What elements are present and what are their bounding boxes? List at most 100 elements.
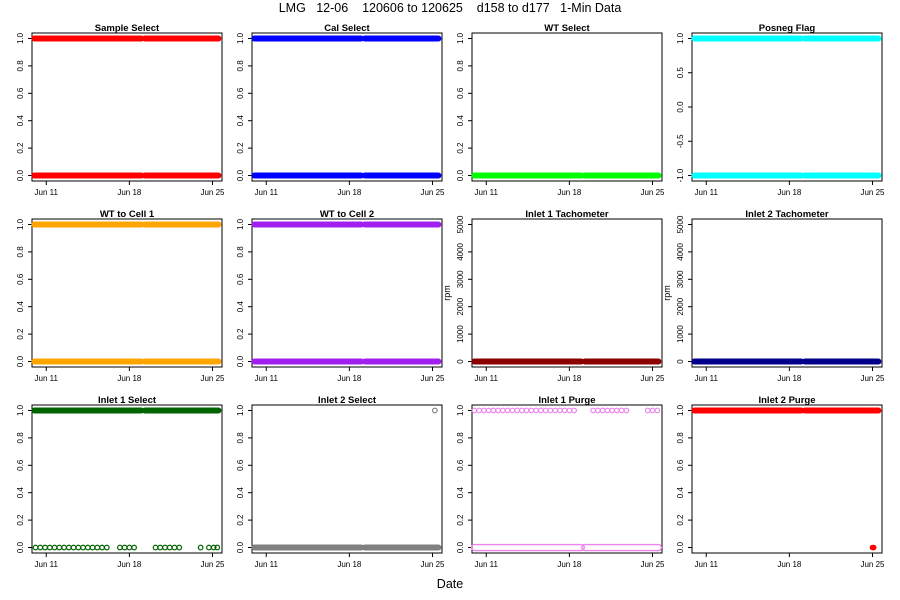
y-tick-label: 0.2 [16,328,25,340]
y-tick-label: 0.0 [456,541,465,553]
y-tick-label: 0.6 [236,459,245,471]
plot-frame [471,218,663,368]
y-tick-label: -1.0 [676,168,685,182]
y-tick-label: 0.2 [456,142,465,154]
x-tick-label: Jun 11 [695,560,719,569]
y-tick-label: 0.6 [456,459,465,471]
panel-title: Inlet 2 Select [318,395,377,406]
x-axis-title: Date [436,577,464,591]
y-tick-label: 2000 [456,297,465,315]
data-point [609,407,616,414]
x-tick-label: Jun 11 [475,374,499,383]
panel-8: Inlet 2 Tachometer 0 1000 2000 3000 4000 5000 r… [662,209,885,383]
x-tick-label: Jun 11 [255,560,279,569]
y-tick-label: 0.6 [16,273,25,285]
y-tick-label: 0.8 [236,246,245,258]
x-tick-label: Jun 11 [255,188,279,197]
x-tick-label: Jun 18 [557,560,582,569]
x-tick-label: Jun 18 [117,560,142,569]
y-tick-label: 0.0 [676,101,685,113]
data-point [870,544,877,551]
plot-frame [31,404,223,554]
plot-frame [31,32,223,182]
panel-title: WT to Cell 2 [320,209,374,220]
data-point [70,544,77,551]
y-tick-label: 1.0 [456,404,465,416]
data-point [46,544,53,551]
y-tick-label: 4000 [456,242,465,260]
panel-6: WT to Cell 2 0.0 0.2 0.4 0.6 0.8 1.0 Jun 11 Jun … [236,209,445,383]
x-tick-label: Jun 11 [475,188,499,197]
y-tick-label: 0.2 [236,514,245,526]
data-point [561,407,568,414]
y-tick-label: 0.0 [16,169,25,181]
data-point [476,407,483,414]
plot-frame [691,32,883,182]
y-tick-label: 0.6 [16,459,25,471]
x-tick-label: Jun 11 [695,374,719,383]
data-point [166,544,173,551]
panel-title: Inlet 1 Purge [538,395,595,406]
y-tick-label: 0.0 [236,169,245,181]
x-tick-label: Jun 25 [420,374,445,383]
plot-frame [251,404,443,554]
x-tick-label: Jun 18 [337,560,362,569]
x-tick-label: Jun 25 [860,188,885,197]
panel-title: WT to Cell 1 [100,209,155,220]
data-point [556,407,563,414]
y-tick-label: 0 [456,359,465,364]
data-point [116,544,123,551]
y-tick-label: 0.2 [16,514,25,526]
panel-title: Inlet 2 Purge [758,395,815,406]
x-tick-label: Jun 25 [860,560,885,569]
data-point [197,544,204,551]
y-tick-label: 1.0 [16,404,25,416]
data-point [594,407,601,414]
data-point [61,544,67,551]
data-point [152,544,159,551]
y-tick-label: -0.5 [676,134,685,148]
panel-title: Inlet 1 Tachometer [525,209,609,220]
data-run [581,543,663,552]
data-point [528,407,535,414]
x-tick-label: Jun 25 [200,560,225,569]
y-tick-label: 0.2 [676,514,685,526]
panel-2: Cal Select 0.0 0.2 0.4 0.6 0.8 1.0 Jun 11 Jun 18… [236,23,445,197]
x-tick-label: Jun 11 [35,374,59,383]
data-point [485,407,492,414]
data-point [590,407,597,414]
y-tick-label: 0.2 [456,514,465,526]
data-point [509,407,516,414]
data-point [80,544,86,551]
x-tick-label: Jun 18 [117,188,142,197]
y-tick-label: 1.0 [676,32,685,44]
data-point [56,544,63,551]
data-point [214,544,221,551]
data-point [504,407,511,414]
panel-5: WT to Cell 1 0.0 0.2 0.4 0.6 0.8 1.0 Jun 11 Jun … [16,209,225,383]
data-point [32,544,39,551]
plot-frame [31,218,223,368]
x-tick-label: Jun 11 [695,188,719,197]
data-point [176,544,183,551]
x-tick-label: Jun 18 [337,374,362,383]
y-axis-title: rpm [662,285,672,301]
data-point [162,544,168,551]
x-tick-label: Jun 25 [200,374,225,383]
y-tick-label: 1000 [456,325,465,343]
y-tick-label: 4000 [676,242,685,260]
data-point [131,544,138,551]
y-tick-label: 0.6 [236,87,245,99]
data-point [157,544,164,551]
data-point [210,544,217,551]
x-tick-label: Jun 25 [640,560,665,569]
data-point [99,544,105,551]
data-point [89,544,96,551]
data-point [552,407,559,414]
y-tick-label: 0.4 [236,487,245,499]
y-tick-label: 1.0 [236,32,245,44]
x-tick-label: Jun 25 [420,560,445,569]
y-tick-label: 0.2 [236,328,245,340]
panel-12: Inlet 2 Purge 0.0 0.2 0.4 0.6 0.8 1.0 Jun 11 Jun… [676,395,885,569]
